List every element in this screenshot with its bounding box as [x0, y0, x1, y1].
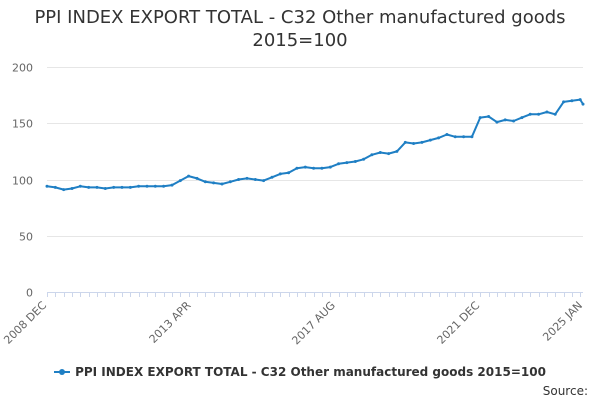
data-point[interactable] — [187, 174, 191, 178]
legend-series-marker-icon — [54, 367, 71, 377]
data-point[interactable] — [428, 138, 432, 142]
data-point[interactable] — [553, 112, 557, 116]
y-tick-label: 50 — [19, 231, 33, 244]
gridlines — [47, 67, 583, 237]
data-point[interactable] — [420, 140, 424, 144]
y-tick-label: 200 — [12, 62, 33, 75]
data-point[interactable] — [370, 153, 374, 157]
chart-title: PPI INDEX EXPORT TOTAL - C32 Other manuf… — [34, 7, 566, 28]
data-point[interactable] — [270, 175, 274, 179]
data-point[interactable] — [178, 179, 182, 183]
data-point[interactable] — [237, 178, 241, 181]
data-point[interactable] — [445, 133, 449, 136]
data-point[interactable] — [170, 183, 174, 187]
data-point[interactable] — [503, 118, 507, 122]
data-point[interactable] — [328, 165, 332, 169]
series-layer — [45, 98, 585, 192]
x-tick-label: 2025 JAN — [540, 299, 585, 344]
x-tick-label: 2008 DEC — [1, 299, 49, 347]
data-point[interactable] — [387, 152, 391, 156]
data-point[interactable] — [578, 98, 582, 102]
data-point[interactable] — [303, 165, 307, 169]
data-point[interactable] — [362, 157, 366, 161]
data-point[interactable] — [203, 180, 207, 184]
data-point[interactable] — [570, 99, 574, 103]
data-point[interactable] — [53, 185, 57, 189]
data-point[interactable] — [320, 166, 324, 170]
data-point[interactable] — [162, 184, 166, 188]
data-point[interactable] — [212, 181, 216, 185]
data-point[interactable] — [145, 184, 149, 188]
data-point[interactable] — [128, 185, 132, 189]
data-point[interactable] — [137, 184, 141, 188]
data-point[interactable] — [395, 149, 399, 153]
series-line[interactable] — [46, 98, 584, 191]
x-tick-label: 2021 DEC — [435, 299, 483, 347]
data-point[interactable] — [70, 187, 74, 190]
y-tick-label: 0 — [26, 287, 33, 300]
data-point[interactable] — [495, 120, 499, 124]
data-point[interactable] — [78, 184, 82, 188]
data-point[interactable] — [103, 187, 107, 190]
data-point[interactable] — [120, 185, 124, 189]
data-point[interactable] — [45, 184, 49, 188]
data-point[interactable] — [462, 135, 466, 139]
data-point[interactable] — [95, 185, 99, 189]
chart-title-block: PPI INDEX EXPORT TOTAL - C32 Other manuf… — [0, 6, 600, 52]
data-point[interactable] — [87, 185, 91, 189]
data-point[interactable] — [220, 182, 224, 186]
data-point[interactable] — [545, 110, 549, 114]
data-point[interactable] — [253, 178, 257, 181]
data-point[interactable] — [581, 102, 585, 106]
data-point[interactable] — [470, 135, 474, 139]
chart-legend[interactable]: PPI INDEX EXPORT TOTAL - C32 Other manuf… — [0, 365, 600, 379]
data-point[interactable] — [195, 176, 199, 180]
data-point[interactable] — [378, 151, 382, 154]
data-point[interactable] — [228, 180, 232, 184]
data-point[interactable] — [453, 135, 457, 139]
data-point[interactable] — [278, 172, 282, 176]
data-point[interactable] — [287, 171, 291, 175]
y-tick-label: 150 — [12, 118, 33, 131]
data-point[interactable] — [345, 161, 349, 165]
legend-series-label: PPI INDEX EXPORT TOTAL - C32 Other manuf… — [75, 365, 546, 379]
data-point[interactable] — [412, 142, 416, 145]
data-point[interactable] — [312, 166, 316, 170]
data-point[interactable] — [537, 112, 541, 116]
data-point[interactable] — [562, 100, 566, 104]
x-axis-ticks: 2008 DEC 2013 APR 2017 AUG 2021 DEC 2025 JAN — [1, 292, 585, 347]
data-point[interactable] — [262, 179, 266, 183]
data-point[interactable] — [295, 166, 299, 170]
data-point[interactable] — [528, 112, 532, 116]
x-tick-label: 2017 AUG — [289, 299, 338, 348]
data-point[interactable] — [478, 116, 482, 120]
data-point[interactable] — [337, 162, 341, 166]
source-label: Source: — [542, 384, 588, 398]
data-point[interactable] — [153, 184, 157, 188]
y-tick-label: 100 — [12, 175, 33, 188]
data-point[interactable] — [437, 136, 441, 140]
data-point[interactable] — [403, 140, 407, 144]
x-tick-label: 2013 APR — [147, 299, 194, 346]
y-axis-ticks: 0 50 100 150 200 — [12, 62, 33, 300]
data-point[interactable] — [112, 185, 116, 189]
data-point[interactable] — [245, 176, 249, 180]
data-point[interactable] — [512, 119, 516, 123]
data-point[interactable] — [487, 115, 491, 118]
chart-subtitle: 2015=100 — [252, 30, 348, 51]
data-point[interactable] — [353, 160, 357, 163]
data-point[interactable] — [62, 188, 66, 192]
data-point[interactable] — [520, 116, 524, 120]
